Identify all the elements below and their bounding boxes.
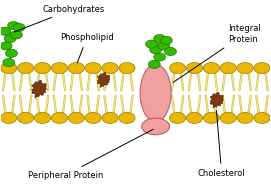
Circle shape: [146, 40, 157, 48]
Circle shape: [203, 62, 220, 74]
Circle shape: [203, 112, 220, 124]
Circle shape: [154, 34, 166, 43]
Polygon shape: [210, 92, 224, 108]
Circle shape: [68, 112, 84, 124]
Text: Carbohydrates: Carbohydrates: [14, 4, 105, 32]
Circle shape: [148, 60, 160, 68]
Circle shape: [154, 53, 166, 61]
Ellipse shape: [142, 118, 170, 135]
Text: Phospholipid: Phospholipid: [60, 33, 114, 63]
Circle shape: [18, 62, 34, 74]
Circle shape: [51, 112, 67, 124]
Circle shape: [254, 62, 270, 74]
Circle shape: [10, 31, 22, 39]
Circle shape: [186, 112, 203, 124]
Circle shape: [4, 34, 16, 43]
Text: Integral
Protein: Integral Protein: [173, 24, 261, 82]
Ellipse shape: [140, 64, 171, 122]
Circle shape: [0, 27, 11, 35]
Polygon shape: [97, 72, 110, 87]
Circle shape: [0, 42, 12, 50]
Circle shape: [68, 62, 84, 74]
Circle shape: [51, 62, 67, 74]
Circle shape: [170, 62, 186, 74]
Circle shape: [102, 112, 118, 124]
Circle shape: [158, 42, 170, 50]
Circle shape: [18, 112, 34, 124]
Circle shape: [3, 58, 15, 67]
Circle shape: [8, 22, 20, 30]
Circle shape: [13, 23, 25, 31]
Circle shape: [237, 112, 253, 124]
Circle shape: [160, 36, 172, 44]
Circle shape: [85, 62, 101, 74]
Polygon shape: [32, 80, 47, 98]
Circle shape: [85, 112, 101, 124]
Circle shape: [186, 62, 203, 74]
Text: Cholesterol: Cholesterol: [198, 110, 246, 178]
Text: Peripheral Protein: Peripheral Protein: [28, 129, 153, 180]
Circle shape: [254, 112, 270, 124]
Circle shape: [164, 47, 176, 56]
Circle shape: [237, 62, 253, 74]
Circle shape: [119, 62, 135, 74]
Circle shape: [102, 62, 118, 74]
Circle shape: [220, 112, 236, 124]
Circle shape: [170, 112, 186, 124]
Circle shape: [34, 62, 51, 74]
Circle shape: [34, 112, 51, 124]
Circle shape: [220, 62, 236, 74]
Circle shape: [1, 62, 17, 74]
Circle shape: [119, 112, 135, 124]
Circle shape: [5, 49, 17, 57]
Circle shape: [150, 46, 162, 54]
Circle shape: [1, 112, 17, 124]
